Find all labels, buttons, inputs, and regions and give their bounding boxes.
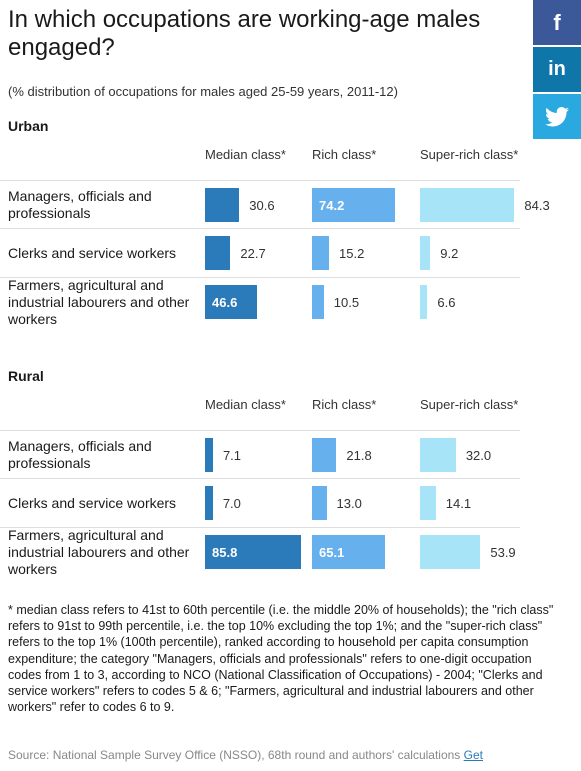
data-bar <box>312 188 396 222</box>
data-bar <box>312 535 385 569</box>
data-label: 14.1 <box>445 496 472 511</box>
row-label: Clerks and service workers <box>8 494 177 511</box>
facebook-share-button[interactable]: f <box>533 0 581 45</box>
source-text: Source: National Sample Survey Office (N… <box>8 748 461 762</box>
twitter-bird-icon <box>545 106 569 126</box>
data-bar <box>420 486 436 520</box>
data-bar <box>420 236 431 270</box>
get-data-link[interactable]: Get <box>463 748 483 762</box>
column-header: Rich class* <box>312 397 377 412</box>
chart-subtitle: (% distribution of occupations for males… <box>8 84 398 99</box>
data-label: 22.7 <box>240 246 266 261</box>
linkedin-share-button[interactable]: in <box>533 47 581 92</box>
data-bar <box>312 285 324 319</box>
data-bar <box>420 535 481 569</box>
data-label: 53.9 <box>490 545 516 560</box>
data-label: 7.0 <box>222 496 241 511</box>
source-line: Source: National Sample Survey Office (N… <box>8 748 568 762</box>
data-label: 74.2 <box>319 198 345 213</box>
column-header: Median class* <box>205 147 286 162</box>
twitter-share-button[interactable] <box>533 94 581 139</box>
row-divider <box>0 527 520 528</box>
row-label: Farmers, agricultural and industrial lab… <box>8 276 190 327</box>
data-bar <box>205 236 231 270</box>
data-label: 21.8 <box>346 448 372 463</box>
row-label: Farmers, agricultural and industrial lab… <box>8 526 190 577</box>
data-bar <box>312 438 337 472</box>
data-label: 9.2 <box>440 246 459 261</box>
section-label: Urban <box>8 118 49 134</box>
data-bar <box>205 285 258 319</box>
row-divider <box>0 430 520 431</box>
section-label: Rural <box>8 368 44 384</box>
row-divider <box>0 228 520 229</box>
column-header: Super-rich class* <box>420 147 519 162</box>
chart-title: In which occupations are working-age mal… <box>8 6 481 61</box>
data-label: 10.5 <box>333 295 360 310</box>
row-label: Managers, officials and professionals <box>8 438 152 471</box>
data-bar <box>420 438 456 472</box>
data-label: 32.0 <box>465 448 492 463</box>
row-divider <box>0 180 520 181</box>
column-header: Rich class* <box>312 147 377 162</box>
data-label: 7.1 <box>222 448 242 463</box>
column-header: Median class* <box>205 397 286 412</box>
data-label: 6.6 <box>437 295 456 310</box>
data-label: 85.8 <box>212 545 238 560</box>
data-label: 15.2 <box>339 246 365 261</box>
data-bar <box>312 236 330 270</box>
data-label: 84.3 <box>524 198 550 213</box>
row-divider <box>0 277 520 278</box>
data-label: 13.0 <box>336 496 362 511</box>
social-share-bar: f in <box>533 0 581 141</box>
data-label: 30.6 <box>249 198 275 213</box>
row-divider <box>0 478 520 479</box>
data-bar <box>312 486 327 520</box>
facebook-icon: f <box>553 9 561 35</box>
column-header: Super-rich class* <box>420 397 519 412</box>
row-label: Clerks and service workers <box>8 244 177 261</box>
data-bar <box>205 535 302 569</box>
data-bar <box>205 486 213 520</box>
data-bar <box>420 285 428 319</box>
footnote: * median class refers to 41st to 60th pe… <box>8 603 554 715</box>
data-label: 46.6 <box>212 295 238 310</box>
data-bar <box>205 438 213 472</box>
data-bar <box>205 188 240 222</box>
linkedin-icon: in <box>548 58 566 80</box>
data-bar <box>420 188 515 222</box>
row-label: Managers, officials and professionals <box>8 188 152 221</box>
data-label: 65.1 <box>319 545 345 560</box>
